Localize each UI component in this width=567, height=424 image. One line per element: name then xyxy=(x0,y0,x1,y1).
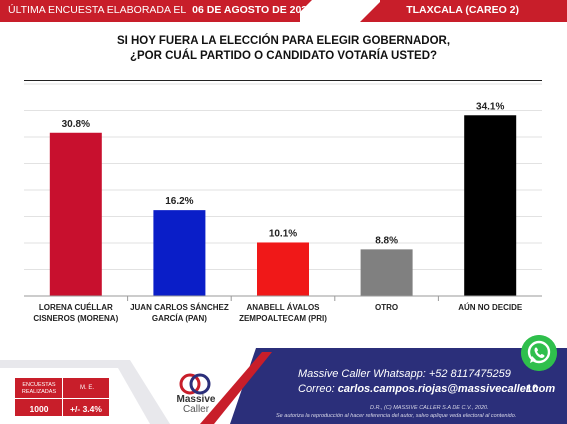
data-label: 30.8% xyxy=(62,119,90,130)
stats-value-surveys: 1000 xyxy=(29,404,49,414)
whatsapp-contact: Massive Caller Whatsapp: +52 8117475259 xyxy=(298,368,511,380)
data-label: 8.8% xyxy=(375,235,398,246)
bar xyxy=(360,249,413,296)
survey-stats-box: ENCUESTAS REALIZADAS M. E. 1000 +/- 3.4% xyxy=(14,377,110,417)
bar xyxy=(257,242,309,296)
whatsapp-icon xyxy=(521,335,557,371)
category-label: AÚN NO DECIDE xyxy=(458,303,523,312)
stats-label-margin: M. E. xyxy=(79,385,94,391)
category-label: CISNEROS (MORENA) xyxy=(33,314,118,323)
bar xyxy=(153,210,206,296)
bar xyxy=(464,115,517,297)
logo-text-massive: Massive xyxy=(176,394,216,405)
email-contact: Correo: carlos.campos.riojas@massivecall… xyxy=(298,383,556,395)
category-label: OTRO xyxy=(375,303,398,312)
category-label: GARCÍA (PAN) xyxy=(152,314,207,323)
legal-notice: Se autoriza la reproducción al hacer ref… xyxy=(276,413,517,419)
stats-label-surveys: ENCUESTAS REALIZADAS xyxy=(21,382,57,395)
category-label: ANABELL ÁVALOS xyxy=(246,303,320,312)
category-label: JUAN CARLOS SÁNCHEZ xyxy=(130,303,229,312)
category-label: LORENA CUÉLLAR xyxy=(39,303,113,312)
category-label: ZEMPOALTECAM (PRI) xyxy=(239,314,327,323)
data-label: 10.1% xyxy=(269,228,297,239)
massive-caller-logo-icon xyxy=(179,373,211,395)
logo-text-caller: Caller xyxy=(182,404,210,415)
region-label: TLAXCALA (CAREO 2) xyxy=(406,4,519,16)
header-bar: ÚLTIMA ENCUESTA ELABORADA EL 06 DE AGOSTO… xyxy=(0,0,567,22)
data-label: 34.1% xyxy=(476,101,504,112)
title-divider xyxy=(24,80,542,81)
chart-title: SI HOY FUERA LA ELECCIÓN PARA ELEGIR GOB… xyxy=(116,35,451,62)
data-label: 16.2% xyxy=(165,196,193,207)
survey-date: ÚLTIMA ENCUESTA ELABORADA EL 06 DE AGOSTO… xyxy=(8,4,313,16)
page-number: 10 xyxy=(526,383,539,395)
legal-copyright: D.R., (C) MASSIVE CALLER S.A DE C.V., 20… xyxy=(370,405,489,411)
bar xyxy=(49,132,102,296)
stats-value-margin: +/- 3.4% xyxy=(70,404,102,414)
